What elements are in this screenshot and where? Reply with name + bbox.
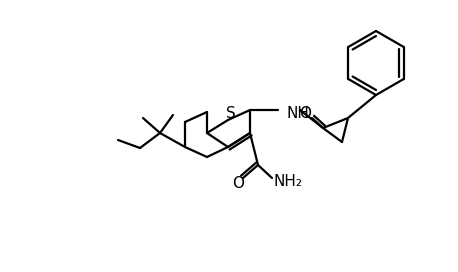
Text: S: S xyxy=(226,106,236,120)
Text: O: O xyxy=(299,106,311,120)
Text: NH₂: NH₂ xyxy=(273,175,302,190)
Text: O: O xyxy=(232,175,244,190)
Text: NH: NH xyxy=(287,106,310,120)
